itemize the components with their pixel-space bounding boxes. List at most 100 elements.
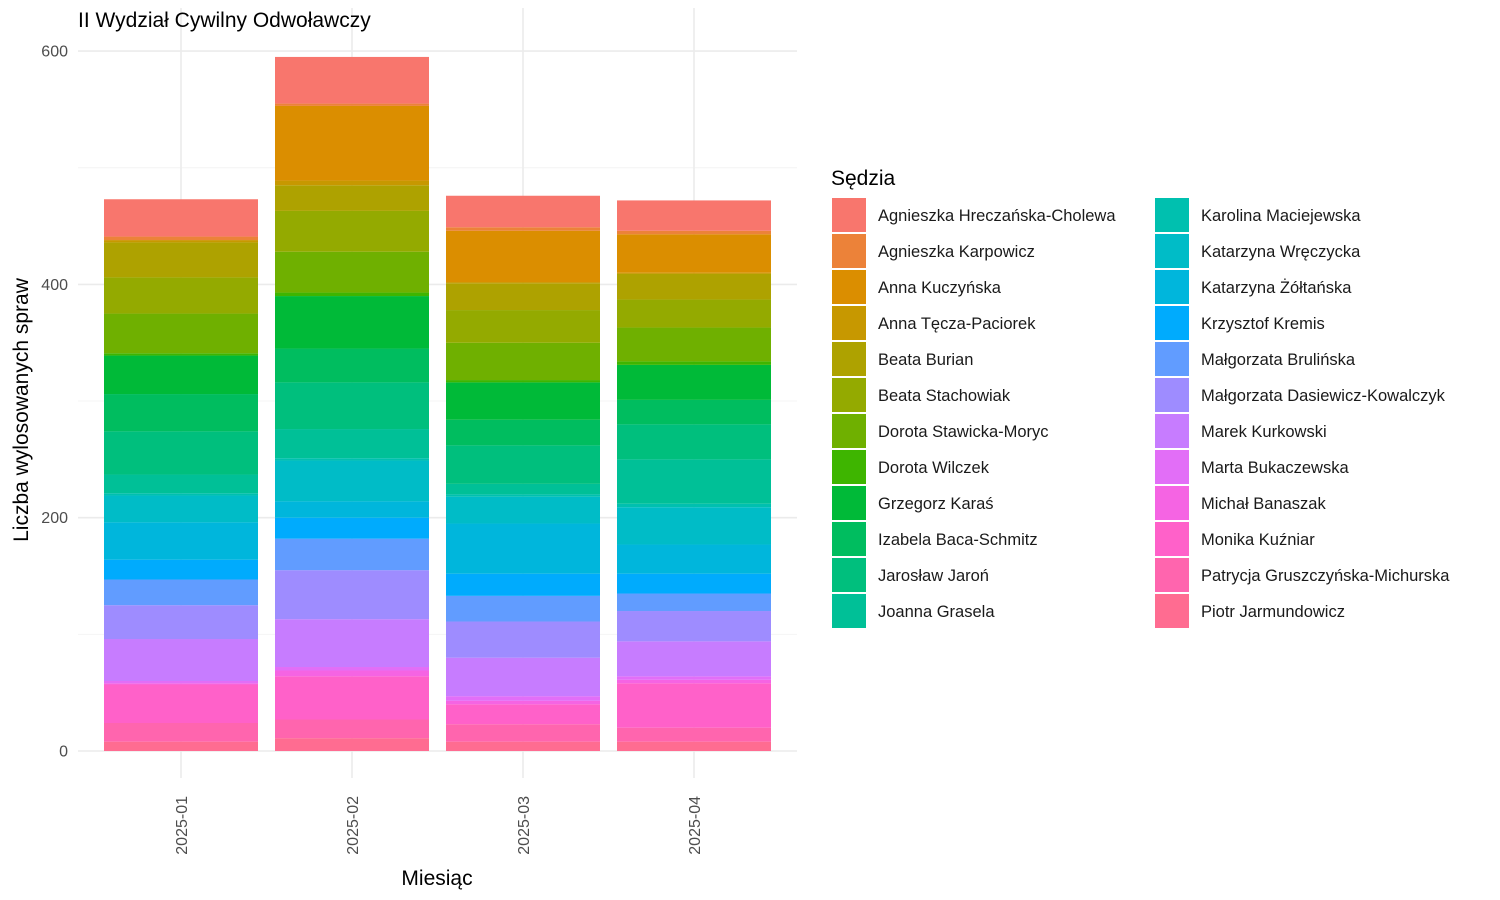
legend-item: Karolina Maciejewska [1155,198,1361,232]
legend-key [832,306,866,340]
legend-key [1155,558,1189,592]
bar-segment [275,570,429,620]
bar-segment [617,544,771,574]
legend: Agnieszka Hreczańska-Cholewa Agnieszka Ka… [832,198,1450,628]
bar-segment [617,230,771,235]
bar-segment [104,495,258,523]
bar-segment [104,684,258,724]
bar-segment [446,419,600,446]
bar-segment [275,105,429,181]
legend-key [1155,522,1189,556]
bar-segment [104,240,258,243]
legend-title: Sędzia [831,167,896,190]
x-axis-title: Miesiąc [401,867,472,890]
bar-segment [275,460,429,502]
legend-label: Patrycja Gruszczyńska-Michurska [1201,567,1450,585]
bar-segment [446,283,600,311]
legend-label: Marta Bukaczewska [1201,459,1349,477]
bar-segment [446,523,600,574]
bar-segment [617,641,771,677]
bar-segment [617,399,771,425]
legend-item: Monika Kuźniar [1155,522,1315,556]
bar-segment [275,56,429,104]
bar-segment [617,299,771,328]
legend-key [1155,198,1189,232]
legend-key [1155,270,1189,304]
bar-segment [104,559,258,580]
bar-segment [617,200,771,231]
legend-key [1155,486,1189,520]
bar-segment [617,424,771,460]
legend-item: Małgorzata Brulińska [1155,342,1356,376]
legend-label: Grzegorz Karaś [878,495,994,513]
bar-segment [275,251,429,293]
bar-segment [275,348,429,383]
bar-segment [617,272,771,274]
bar-segment [104,355,258,395]
bar-segment [275,210,429,252]
legend-label: Dorota Wilczek [878,459,990,477]
bar-segment [617,676,771,680]
legend-key [832,558,866,592]
chart-title: II Wydział Cywilny Odwoławczy [78,9,371,32]
legend-label: Joanna Grasela [878,603,995,621]
bar-segment [104,681,258,684]
bar-segment [275,429,429,459]
bar-segment [104,313,258,354]
legend-item: Beata Stachowiak [832,378,1011,412]
legend-key [1155,306,1189,340]
bar-segment [617,273,771,300]
legend-label: Karolina Maciejewska [1201,207,1361,225]
bar-segment [446,724,600,742]
bar-segment [104,723,258,742]
legend-key [1155,234,1189,268]
bar-segment [104,741,258,751]
bar-segment [275,738,429,751]
bar-segment [104,522,258,560]
legend-key [1155,342,1189,376]
legend-item: Dorota Wilczek [832,450,990,484]
bar-segment [617,683,771,728]
legend-label: Małgorzata Dasiewicz-Kowalczyk [1201,387,1446,405]
bar-segment [446,282,600,284]
legend-key [1155,450,1189,484]
bar-segment [275,517,429,539]
legend-label: Katarzyna Wręczycka [1201,243,1361,261]
bar-segment [446,380,600,383]
bar-segment [446,704,600,725]
legend-label: Katarzyna Żółtańska [1201,278,1352,297]
y-tick-label: 600 [41,44,68,61]
legend-label: Anna Tęcza-Paciorek [878,315,1036,333]
bar-segment [446,595,600,622]
legend-label: Monika Kuźniar [1201,531,1315,549]
bar-segment [275,619,429,668]
bar-segment [617,327,771,362]
legend-item: Izabela Baca-Schmitz [832,522,1038,556]
bar-segment [617,727,771,742]
legend-item: Joanna Grasela [832,594,995,628]
legend-item: Krzysztof Kremis [1155,306,1325,340]
bar-segment [104,639,258,682]
bar-segment [617,611,771,642]
bar-segment [617,679,771,684]
bar-segment [446,227,600,231]
legend-key [832,522,866,556]
x-tick-label: 2025-01 [174,796,191,855]
legend-label: Jarosław Jaroń [878,567,989,585]
legend-item: Michał Banaszak [1155,486,1326,520]
bar-segment [446,700,600,705]
legend-key [1155,594,1189,628]
bar-segment [275,676,429,720]
legend-item: Grzegorz Karaś [832,486,994,520]
bar-segment [104,579,258,606]
legend-item: Katarzyna Żółtańska [1155,270,1352,304]
bar-segment [275,296,429,349]
bar-segment [275,292,429,297]
bar-segment [104,242,258,278]
legend-key [832,342,866,376]
bar-segment [275,458,429,461]
bar-segment [446,696,600,701]
legend-item: Beata Burian [832,342,973,376]
bar-segment [104,353,258,356]
bar-segment [617,361,771,365]
